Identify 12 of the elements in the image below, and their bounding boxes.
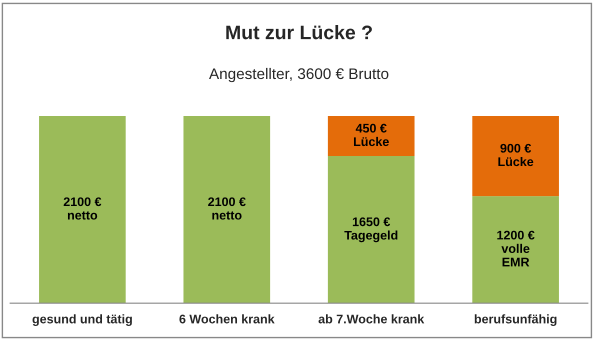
data-label: 1650 € Tagegeld bbox=[344, 217, 398, 242]
data-label: 2100 € netto bbox=[64, 197, 102, 220]
chart-title: Mut zur Lücke ? bbox=[226, 25, 372, 40]
data-label: 2100 € netto bbox=[208, 197, 246, 220]
x-tick-label: ab 7.Woche krank bbox=[318, 314, 424, 324]
x-tick-label: gesund und tätig bbox=[32, 314, 132, 326]
data-label: 900 € Lücke bbox=[498, 144, 534, 166]
chart-subtitle: Angestellter, 3600 € Brutto bbox=[209, 68, 388, 82]
x-tick-label: berufsunfähig bbox=[474, 314, 556, 326]
data-label: 450 € Lücke bbox=[354, 124, 389, 146]
x-tick-label: 6 Wochen krank bbox=[179, 314, 275, 324]
data-label: 1200 € volle EMR bbox=[497, 230, 535, 266]
